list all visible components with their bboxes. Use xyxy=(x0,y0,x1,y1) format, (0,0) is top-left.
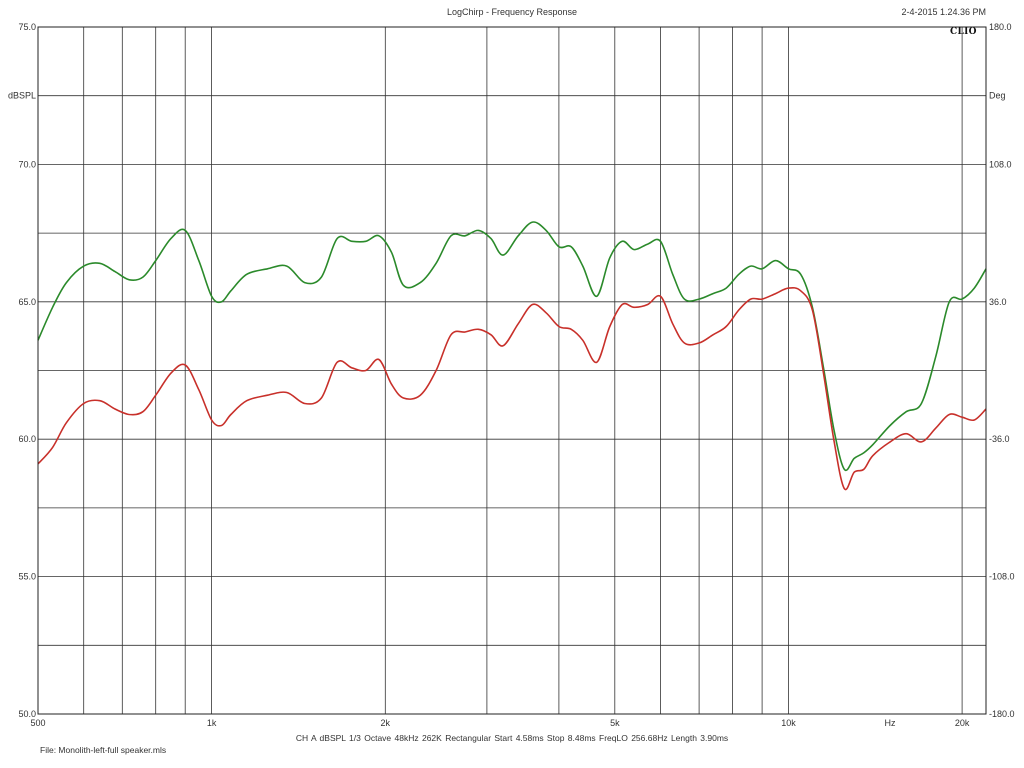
timestamp: 2-4-2015 1.24.36 PM xyxy=(901,7,986,17)
y-axis-label: dBSPL xyxy=(8,91,36,101)
y2-tick-label: 36.0 xyxy=(989,297,1007,307)
y-tick-label: 60.0 xyxy=(18,434,36,444)
y-tick-label: 50.0 xyxy=(18,709,36,719)
x-tick-label: 2k xyxy=(381,718,391,728)
y-tick-label: 75.0 xyxy=(18,22,36,32)
y-tick-label: 55.0 xyxy=(18,572,36,582)
y-tick-label: 70.0 xyxy=(18,159,36,169)
y2-tick-label: -36.0 xyxy=(989,434,1010,444)
clio-logo: CLIO xyxy=(950,27,977,37)
x-tick-label: 20k xyxy=(955,718,970,728)
file-name: File: Monolith-left-full speaker.mls xyxy=(40,745,167,755)
x-tick-label: 1k xyxy=(207,718,217,728)
x-axis-unit-label: Hz xyxy=(885,718,896,728)
grid-layer xyxy=(38,26,986,715)
y2-tick-label: 108.0 xyxy=(989,159,1012,169)
x-tick-label: 5k xyxy=(610,718,620,728)
y2-tick-label: 180.0 xyxy=(989,22,1012,32)
y2-tick-label: -180.0 xyxy=(989,709,1015,719)
y2-axis-label: Deg xyxy=(989,91,1006,101)
series-line-green xyxy=(37,221,987,472)
series-line-red xyxy=(37,286,987,491)
measurement-settings: CH A dBSPL 1/3 Octave 48kHz 262K Rectang… xyxy=(295,733,729,743)
x-tick-label: 10k xyxy=(781,718,796,728)
y-tick-label: 65.0 xyxy=(18,297,36,307)
series-layer xyxy=(37,221,987,491)
chart-title: LogChirp - Frequency Response xyxy=(446,7,578,17)
axis-label-layer: 500 1k 2k 5k 10k 20k 75.0 70.0 65.0 60.0 55.0 50.0 1… xyxy=(8,22,1015,728)
y2-tick-label: -108.0 xyxy=(989,572,1015,582)
plot-frame xyxy=(37,26,987,715)
x-tick-label: 500 xyxy=(30,718,45,728)
